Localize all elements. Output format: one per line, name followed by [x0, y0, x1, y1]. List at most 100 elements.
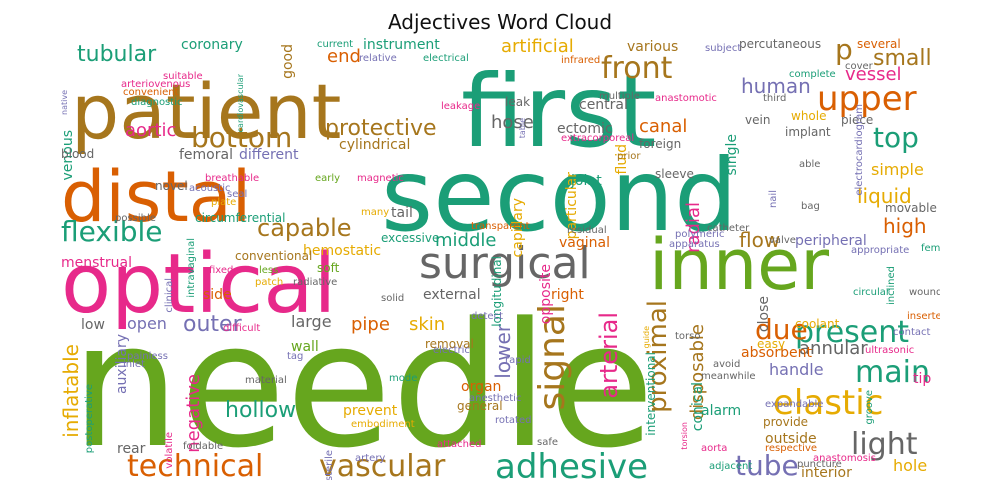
chart-title: Adjectives Word Cloud	[0, 10, 1000, 34]
word-respective: respective	[765, 444, 817, 454]
word-hose: hose	[491, 114, 534, 132]
word-lower: lower	[493, 324, 513, 379]
word-conventional: conventional	[235, 250, 312, 262]
word-nail: nail	[769, 190, 779, 208]
word-skin: skin	[409, 316, 445, 334]
word-upper: upper	[817, 82, 917, 116]
word-acoustic: acoustic	[189, 184, 231, 194]
word-rapid: rapid	[505, 356, 531, 366]
word-right: right	[551, 288, 584, 302]
word-bag: bag	[801, 202, 820, 212]
word-cylindrical: cylindrical	[339, 138, 410, 152]
word-prior: prior	[617, 152, 640, 162]
word-meanwhile: meanwhile	[701, 372, 756, 382]
word-foldable: foldable	[183, 442, 223, 452]
word-transparent: transparent	[471, 222, 530, 232]
word-difficult: difficult	[223, 324, 260, 334]
word-anastomotic: anastomotic	[655, 94, 717, 104]
word-volatile: volatile	[165, 432, 175, 469]
word-leakage: leakage	[441, 102, 480, 112]
word-excessive: excessive	[381, 232, 439, 244]
word-torsion: torsion	[681, 422, 689, 450]
word-high: high	[883, 216, 927, 236]
word-prevent: prevent	[343, 404, 397, 418]
word-cover: cover	[845, 62, 873, 72]
word-detect: detect	[471, 312, 503, 322]
word-leak: leak	[505, 96, 530, 108]
word-plate: plate	[211, 198, 236, 208]
word-percutaneous: percutaneous	[739, 38, 821, 50]
word-infrared: infrared	[561, 56, 600, 66]
word-cloud: needlesecondfirstopticalpatientdistalinn…	[61, 34, 940, 480]
word-current: current	[317, 40, 353, 50]
word-implant: implant	[785, 126, 831, 138]
word-appropriate: appropriate	[851, 246, 909, 256]
word-electrical: electrical	[423, 54, 469, 64]
word-possible: possible	[115, 214, 156, 224]
word-external: external	[423, 288, 481, 302]
word-inflatable: inflatable	[61, 344, 81, 438]
word-avoid: avoid	[713, 360, 740, 370]
word-aortic: aortic	[125, 122, 176, 140]
word-radiative: radiative	[293, 278, 337, 288]
word-foreign: foreign	[639, 138, 681, 150]
word-wound: wound	[909, 288, 940, 298]
word-good: good	[281, 44, 295, 79]
word-end: end	[327, 48, 361, 66]
word-single: single	[725, 134, 739, 175]
word-p: p	[835, 36, 853, 64]
word-complete: complete	[789, 70, 836, 80]
word-different: different	[239, 148, 298, 162]
word-hole: hole	[893, 458, 927, 474]
word-vein: vein	[745, 114, 770, 126]
word-tip: tip	[913, 372, 931, 386]
word-joint: joint	[571, 174, 602, 188]
word-fixed: fixed	[209, 266, 233, 276]
word-close: close	[757, 296, 771, 332]
word-sleeve: sleeve	[655, 168, 694, 180]
word-artificial: artificial	[501, 38, 574, 56]
word-adhesive: adhesive	[495, 450, 648, 480]
word-ultrasonic: ultrasonic	[865, 346, 914, 356]
word-organ: organ	[461, 380, 501, 394]
word-table: table	[519, 118, 527, 138]
word-easy: easy	[757, 338, 785, 350]
word-technical: technical	[127, 452, 263, 480]
word-aorta: aorta	[701, 444, 727, 454]
word-soft: soft	[317, 262, 339, 274]
word-circular: circular	[853, 288, 890, 298]
word-early: early	[315, 174, 340, 184]
word-inserted: inserted	[907, 312, 940, 322]
word-native: native	[61, 90, 69, 115]
word-provide: provide	[763, 416, 808, 428]
word-female: female	[921, 244, 940, 254]
word-arterial: arterial	[597, 312, 621, 399]
word-rotated: rotated	[495, 416, 531, 426]
word-suitable: suitable	[163, 72, 203, 82]
word-anastomosis: anastomosis	[813, 454, 876, 464]
word-intravaginal: intravaginal	[187, 238, 197, 298]
word-able: able	[799, 160, 820, 170]
word-electrocardiogram: electrocardiogram	[855, 104, 865, 196]
word-electric: electric	[433, 346, 470, 356]
word-simple: simple	[871, 162, 924, 178]
word-adjacent: adjacent	[709, 462, 752, 472]
word-less: less	[259, 266, 278, 276]
word-femoral: femoral	[179, 148, 233, 162]
word-embodiment: embodiment	[351, 420, 415, 430]
word-large: large	[291, 314, 332, 330]
word-extracorporeal: extracorporeal	[561, 134, 634, 144]
word-tubular: tubular	[77, 44, 156, 66]
word-anesthetic: anesthetic	[469, 394, 521, 404]
word-alarm: alarm	[701, 404, 741, 418]
word-open: open	[127, 316, 167, 332]
word-third: third	[763, 94, 786, 104]
word-circumferential: circumferential	[195, 212, 286, 224]
word-hollow: hollow	[225, 400, 296, 422]
word-coolant: coolant	[795, 318, 839, 330]
word-coronary: coronary	[181, 38, 243, 52]
word-postoperative: postoperative	[85, 384, 95, 453]
word-diagnostic: diagnostic	[131, 98, 182, 108]
word-front: front	[601, 54, 672, 84]
